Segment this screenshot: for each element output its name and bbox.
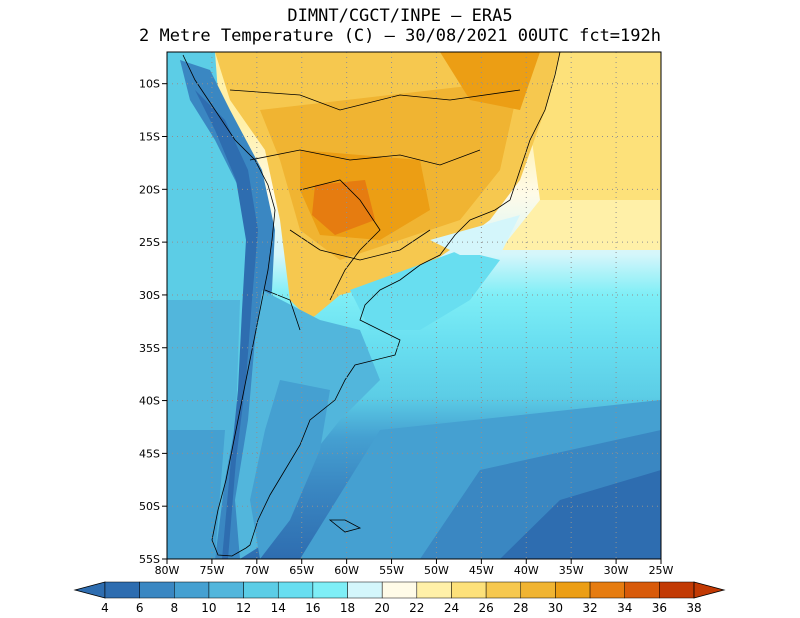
colorbar-swatch <box>416 581 452 599</box>
map-frame <box>166 51 662 560</box>
colorbar-label: 36 <box>652 601 667 615</box>
map-title-line-2: 2 Metre Temperature (C) — 30/08/2021 00U… <box>139 26 661 46</box>
lat-tick-label: 10S <box>139 78 160 91</box>
colorbar-label: 28 <box>513 601 528 615</box>
lat-tick-label: 55S <box>139 553 160 566</box>
colorbar-label: 6 <box>136 601 144 615</box>
colorbar-swatch <box>243 581 279 599</box>
lon-tick-label: 30W <box>604 564 629 577</box>
lat-tick-label: 25S <box>139 236 160 249</box>
colorbar-arrow-left <box>73 581 106 599</box>
colorbar-label: 38 <box>686 601 701 615</box>
lat-tick-label: 50S <box>139 500 160 513</box>
colorbar-swatch <box>174 581 210 599</box>
colorbar-label: 12 <box>236 601 251 615</box>
colorbar-swatch <box>589 581 625 599</box>
lat-tick-label: 15S <box>139 131 160 144</box>
lon-tick-label: 25W <box>649 564 674 577</box>
colorbar-label: 8 <box>170 601 178 615</box>
colorbar-swatch <box>381 581 418 599</box>
colorbar-swatch <box>347 581 383 599</box>
colorbar-swatch <box>139 581 175 599</box>
longitude-axis: 80W 75W 70W 65W 60W 55W 50W 45W 40W 35W 30W 25W <box>155 559 674 577</box>
colorbar-swatch <box>104 581 140 599</box>
lon-tick-label: 40W <box>514 564 539 577</box>
lon-tick-label: 55W <box>379 564 404 577</box>
colorbar-swatch <box>208 581 244 599</box>
colorbar-swatch <box>520 581 556 599</box>
colorbar-swatch <box>624 581 660 599</box>
colorbar: 4 6 8 10 12 14 16 18 20 22 24 26 28 30 32 34 36 38 <box>73 581 726 615</box>
colorbar-swatch <box>555 581 591 599</box>
colorbar-label: 14 <box>271 601 286 615</box>
latitude-axis: 10S 15S 20S 25S 30S 35S 40S 45S 50S 55S <box>139 78 167 566</box>
lon-tick-label: 60W <box>334 564 359 577</box>
colorbar-label: 34 <box>617 601 632 615</box>
colorbar-label: 24 <box>444 601 459 615</box>
lon-tick-label: 70W <box>244 564 269 577</box>
colorbar-label: 22 <box>409 601 424 615</box>
lat-tick-label: 20S <box>139 183 160 196</box>
lon-tick-label: 65W <box>289 564 314 577</box>
colorbar-label: 30 <box>548 601 563 615</box>
lon-tick-label: 80W <box>155 564 180 577</box>
lat-tick-label: 45S <box>139 447 160 460</box>
colorbar-label: 16 <box>305 601 320 615</box>
colorbar-label: 26 <box>478 601 493 615</box>
lon-tick-label: 50W <box>424 564 449 577</box>
colorbar-swatch <box>485 581 522 599</box>
lon-tick-label: 45W <box>469 564 494 577</box>
lat-tick-label: 40S <box>139 395 160 408</box>
colorbar-swatch <box>451 581 487 599</box>
colorbar-label: 20 <box>375 601 390 615</box>
map-title-line-1: DIMNT/CGCT/INPE — ERA5 <box>287 6 513 26</box>
lat-tick-label: 30S <box>139 289 160 302</box>
colorbar-swatch <box>312 581 348 599</box>
colorbar-label: 10 <box>201 601 216 615</box>
lon-tick-label: 75W <box>199 564 224 577</box>
colorbar-swatch <box>659 581 695 599</box>
colorbar-swatch <box>277 581 314 599</box>
colorbar-arrow-right <box>693 581 726 599</box>
lat-tick-label: 35S <box>139 342 160 355</box>
colorbar-label: 18 <box>340 601 355 615</box>
lon-tick-label: 35W <box>559 564 584 577</box>
temperature-field <box>167 52 661 559</box>
colorbar-label: 4 <box>101 601 109 615</box>
colorbar-label: 32 <box>582 601 597 615</box>
